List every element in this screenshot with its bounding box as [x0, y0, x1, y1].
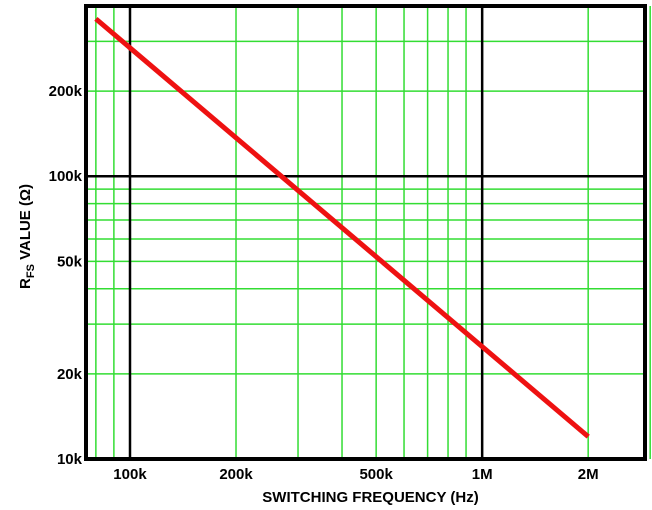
series-layer: [94, 16, 590, 439]
x-tick-label: 2M: [578, 466, 599, 483]
x-tick-label: 200k: [219, 466, 253, 483]
y-tick-label: 10k: [57, 451, 83, 468]
y-tick-labels: 10k 20k 50k 100k 200k: [49, 83, 83, 468]
y-tick-label: 200k: [49, 83, 83, 100]
y-tick-label: 50k: [57, 253, 83, 270]
x-axis-title: SWITCHING FREQUENCY (Hz): [262, 489, 478, 506]
plot-frame: [84, 4, 647, 461]
y-axis-title-main: R: [17, 278, 34, 289]
y-tick-label: 20k: [57, 366, 83, 383]
y-axis-title: RFS VALUE (Ω): [17, 184, 37, 289]
x-tick-label: 100k: [113, 466, 147, 483]
y-axis-title-rest: VALUE (Ω): [17, 184, 34, 264]
grid-layer: [86, 6, 651, 459]
x-tick-label: 500k: [359, 466, 393, 483]
x-tick-label: 1M: [472, 466, 493, 483]
x-tick-labels: 100k 200k 500k 1M 2M: [113, 466, 598, 483]
series-line: [94, 16, 590, 439]
y-tick-label: 100k: [49, 168, 83, 185]
y-axis-title-subscript: FS: [25, 264, 37, 278]
